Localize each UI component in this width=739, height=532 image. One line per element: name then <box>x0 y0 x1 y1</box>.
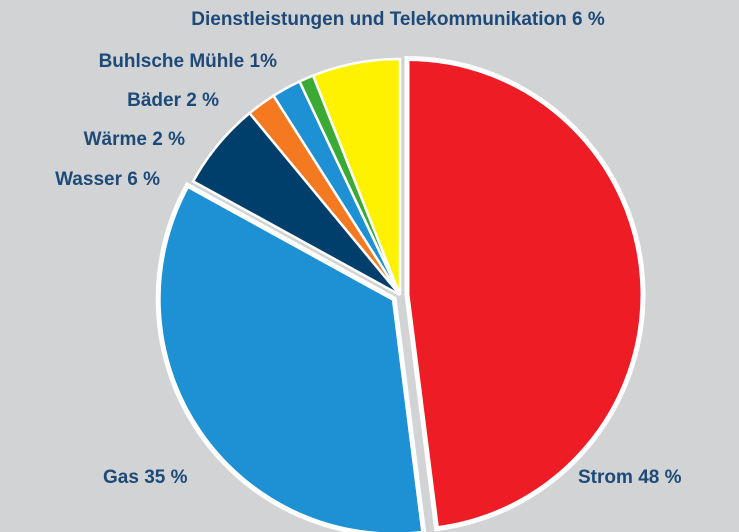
slice-label: Wasser 6 % <box>55 169 160 190</box>
category-name: Buhlsche Mühle <box>99 51 245 72</box>
value-label: 35 % <box>144 467 187 488</box>
value-label: 48 % <box>638 467 681 488</box>
slice-label: Wärme 2 % <box>84 129 185 150</box>
category-name: Bäder <box>127 90 181 111</box>
pie-slice <box>311 57 402 296</box>
slice-label: Gas 35 % <box>103 467 188 488</box>
value-label: 2 % <box>152 129 185 150</box>
value-label: 6 % <box>572 9 605 30</box>
category-name: Wasser <box>55 169 122 190</box>
value-label: 6 % <box>127 169 160 190</box>
slice-label: Strom 48 % <box>578 467 682 488</box>
category-name: Wärme <box>84 129 147 150</box>
category-name: Strom <box>578 467 633 488</box>
category-name: Dienstleistungen und Telekommunikation <box>191 9 566 30</box>
value-label: 1% <box>250 51 278 72</box>
slice-label: Bäder 2 % <box>127 90 219 111</box>
pie-slice <box>155 181 427 532</box>
category-name: Gas <box>103 467 139 488</box>
pie-slice <box>404 56 646 532</box>
slice-label: Dienstleistungen und Telekommunikation 6… <box>191 9 605 30</box>
slice-label: Buhlsche Mühle 1% <box>99 51 278 72</box>
value-label: 2 % <box>186 90 219 111</box>
